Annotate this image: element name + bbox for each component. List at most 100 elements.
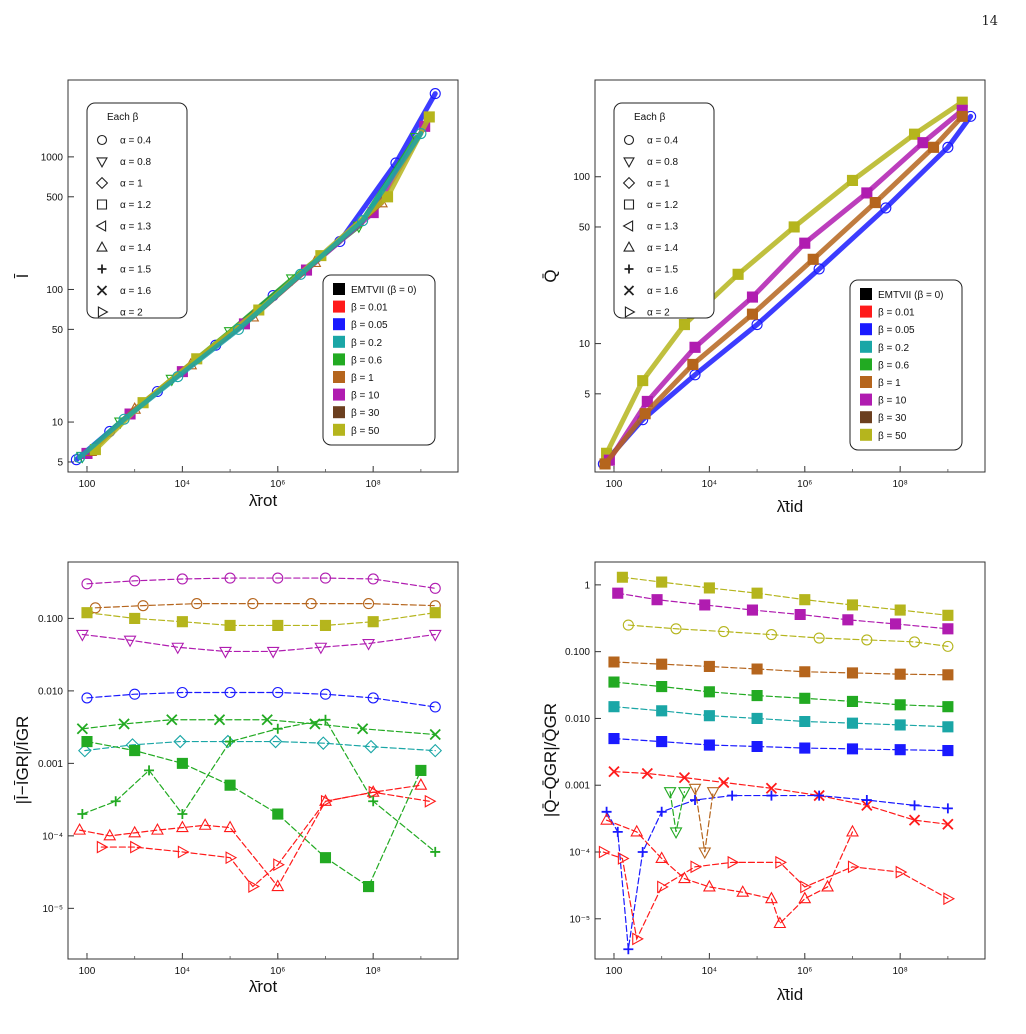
data-point xyxy=(219,646,232,659)
data-point xyxy=(908,814,921,826)
series-1 xyxy=(81,572,441,594)
y-tick-label: 100 xyxy=(573,172,590,183)
legend-label: α = 1 xyxy=(647,179,670,190)
series-6 xyxy=(74,127,427,464)
series-line xyxy=(621,576,949,616)
data-point xyxy=(173,734,187,749)
data-point xyxy=(942,623,954,635)
marker-legend: Each β α = 0.4 α = 0.8 α = 1 α = 1.2 α = 1.3 α… xyxy=(86,102,188,319)
data-point xyxy=(727,855,740,869)
data-point xyxy=(746,604,759,616)
data-point xyxy=(880,202,892,214)
x-tick-label: 10⁶ xyxy=(270,966,285,977)
legend-symbol-icon xyxy=(96,199,108,210)
data-point xyxy=(110,796,121,807)
x-axis-label: λ̄tid xyxy=(777,985,803,1004)
y-axis-label: |Ī−ĪGR|/ĪGR xyxy=(13,716,32,805)
legend-symbol-icon xyxy=(95,176,109,190)
chart-panel-3: 100 10⁴ 10⁶ 10⁸ 10⁻⁵ 10⁻⁴ 0.001 0.010 0.100 λ̄rot… xyxy=(13,561,459,996)
legend-swatch xyxy=(333,300,345,313)
data-point xyxy=(657,880,669,894)
page-number: 14 xyxy=(981,14,998,29)
series-line xyxy=(78,784,422,888)
data-point xyxy=(73,822,87,835)
y-tick-label: 0.001 xyxy=(565,781,590,792)
legend-label: EMTVII (β = 0) xyxy=(351,285,416,296)
y-axis-label: Ī xyxy=(13,273,32,278)
data-point xyxy=(751,712,763,724)
x-tick-label: 10⁴ xyxy=(702,966,717,977)
data-point xyxy=(144,765,155,776)
series-line xyxy=(602,851,949,941)
data-point xyxy=(656,658,668,670)
x-tick-label: 10⁶ xyxy=(797,479,812,490)
legend-label: β = 50 xyxy=(878,431,907,442)
data-point xyxy=(81,578,93,590)
legend-label: β = 0.01 xyxy=(351,303,388,314)
series-7 xyxy=(608,732,954,757)
data-point xyxy=(765,782,778,794)
data-point xyxy=(765,891,778,904)
data-point xyxy=(272,572,284,584)
data-point xyxy=(272,686,284,699)
legend-swatch xyxy=(333,423,345,436)
legend-swatch xyxy=(860,340,872,353)
data-point xyxy=(429,88,441,100)
x-tick-label: 10⁶ xyxy=(797,966,812,977)
legend-symbol-icon xyxy=(96,157,108,169)
data-point xyxy=(414,778,428,790)
x-tick-label: 10⁸ xyxy=(366,479,381,490)
data-point xyxy=(81,692,93,704)
legend-label: β = 0.6 xyxy=(351,355,382,366)
data-point xyxy=(718,625,730,638)
legend-swatch xyxy=(333,318,345,331)
data-point xyxy=(775,855,787,869)
data-point xyxy=(656,806,667,817)
data-point xyxy=(663,787,677,799)
data-point xyxy=(223,820,237,833)
data-point xyxy=(364,739,378,754)
data-point xyxy=(129,745,141,757)
series-12 xyxy=(663,787,691,840)
series-3 xyxy=(622,619,954,652)
x-axis-label: λ̄rot xyxy=(249,977,278,996)
legend-swatch xyxy=(333,335,345,348)
data-point xyxy=(429,701,441,713)
data-point xyxy=(176,616,188,628)
data-point xyxy=(415,764,427,776)
data-point xyxy=(751,587,763,599)
series-2 xyxy=(89,598,441,614)
data-point xyxy=(698,847,712,860)
series-13 xyxy=(688,783,720,860)
series-5 xyxy=(608,676,954,713)
data-point xyxy=(846,599,859,611)
x-axis-label: λ̄rot xyxy=(249,491,278,510)
legend-symbol-icon xyxy=(96,240,108,252)
data-point xyxy=(846,824,859,837)
data-point xyxy=(77,809,88,820)
legend-swatch xyxy=(333,353,345,366)
data-point xyxy=(927,141,940,153)
data-point xyxy=(622,619,634,631)
data-point xyxy=(732,268,744,280)
legend-box xyxy=(322,274,436,446)
series-6 xyxy=(608,701,954,733)
legend-swatch xyxy=(860,428,872,441)
legend-symbol-icon xyxy=(623,285,635,296)
legend-label: α = 1.3 xyxy=(647,222,679,233)
data-point xyxy=(846,667,859,679)
data-point xyxy=(129,575,141,587)
series-line xyxy=(600,113,974,467)
legend-swatch xyxy=(333,283,345,295)
data-point xyxy=(368,785,381,799)
data-point xyxy=(429,582,441,594)
x-tick-label: 10⁸ xyxy=(366,966,381,977)
data-point xyxy=(909,800,920,811)
data-point xyxy=(861,799,873,811)
data-point xyxy=(765,629,777,641)
legend-label: α = 2 xyxy=(647,308,670,319)
y-tick-label: 10 xyxy=(579,339,591,350)
legend-label: α = 0.8 xyxy=(647,157,679,168)
data-point xyxy=(166,714,178,726)
data-point xyxy=(794,608,806,621)
